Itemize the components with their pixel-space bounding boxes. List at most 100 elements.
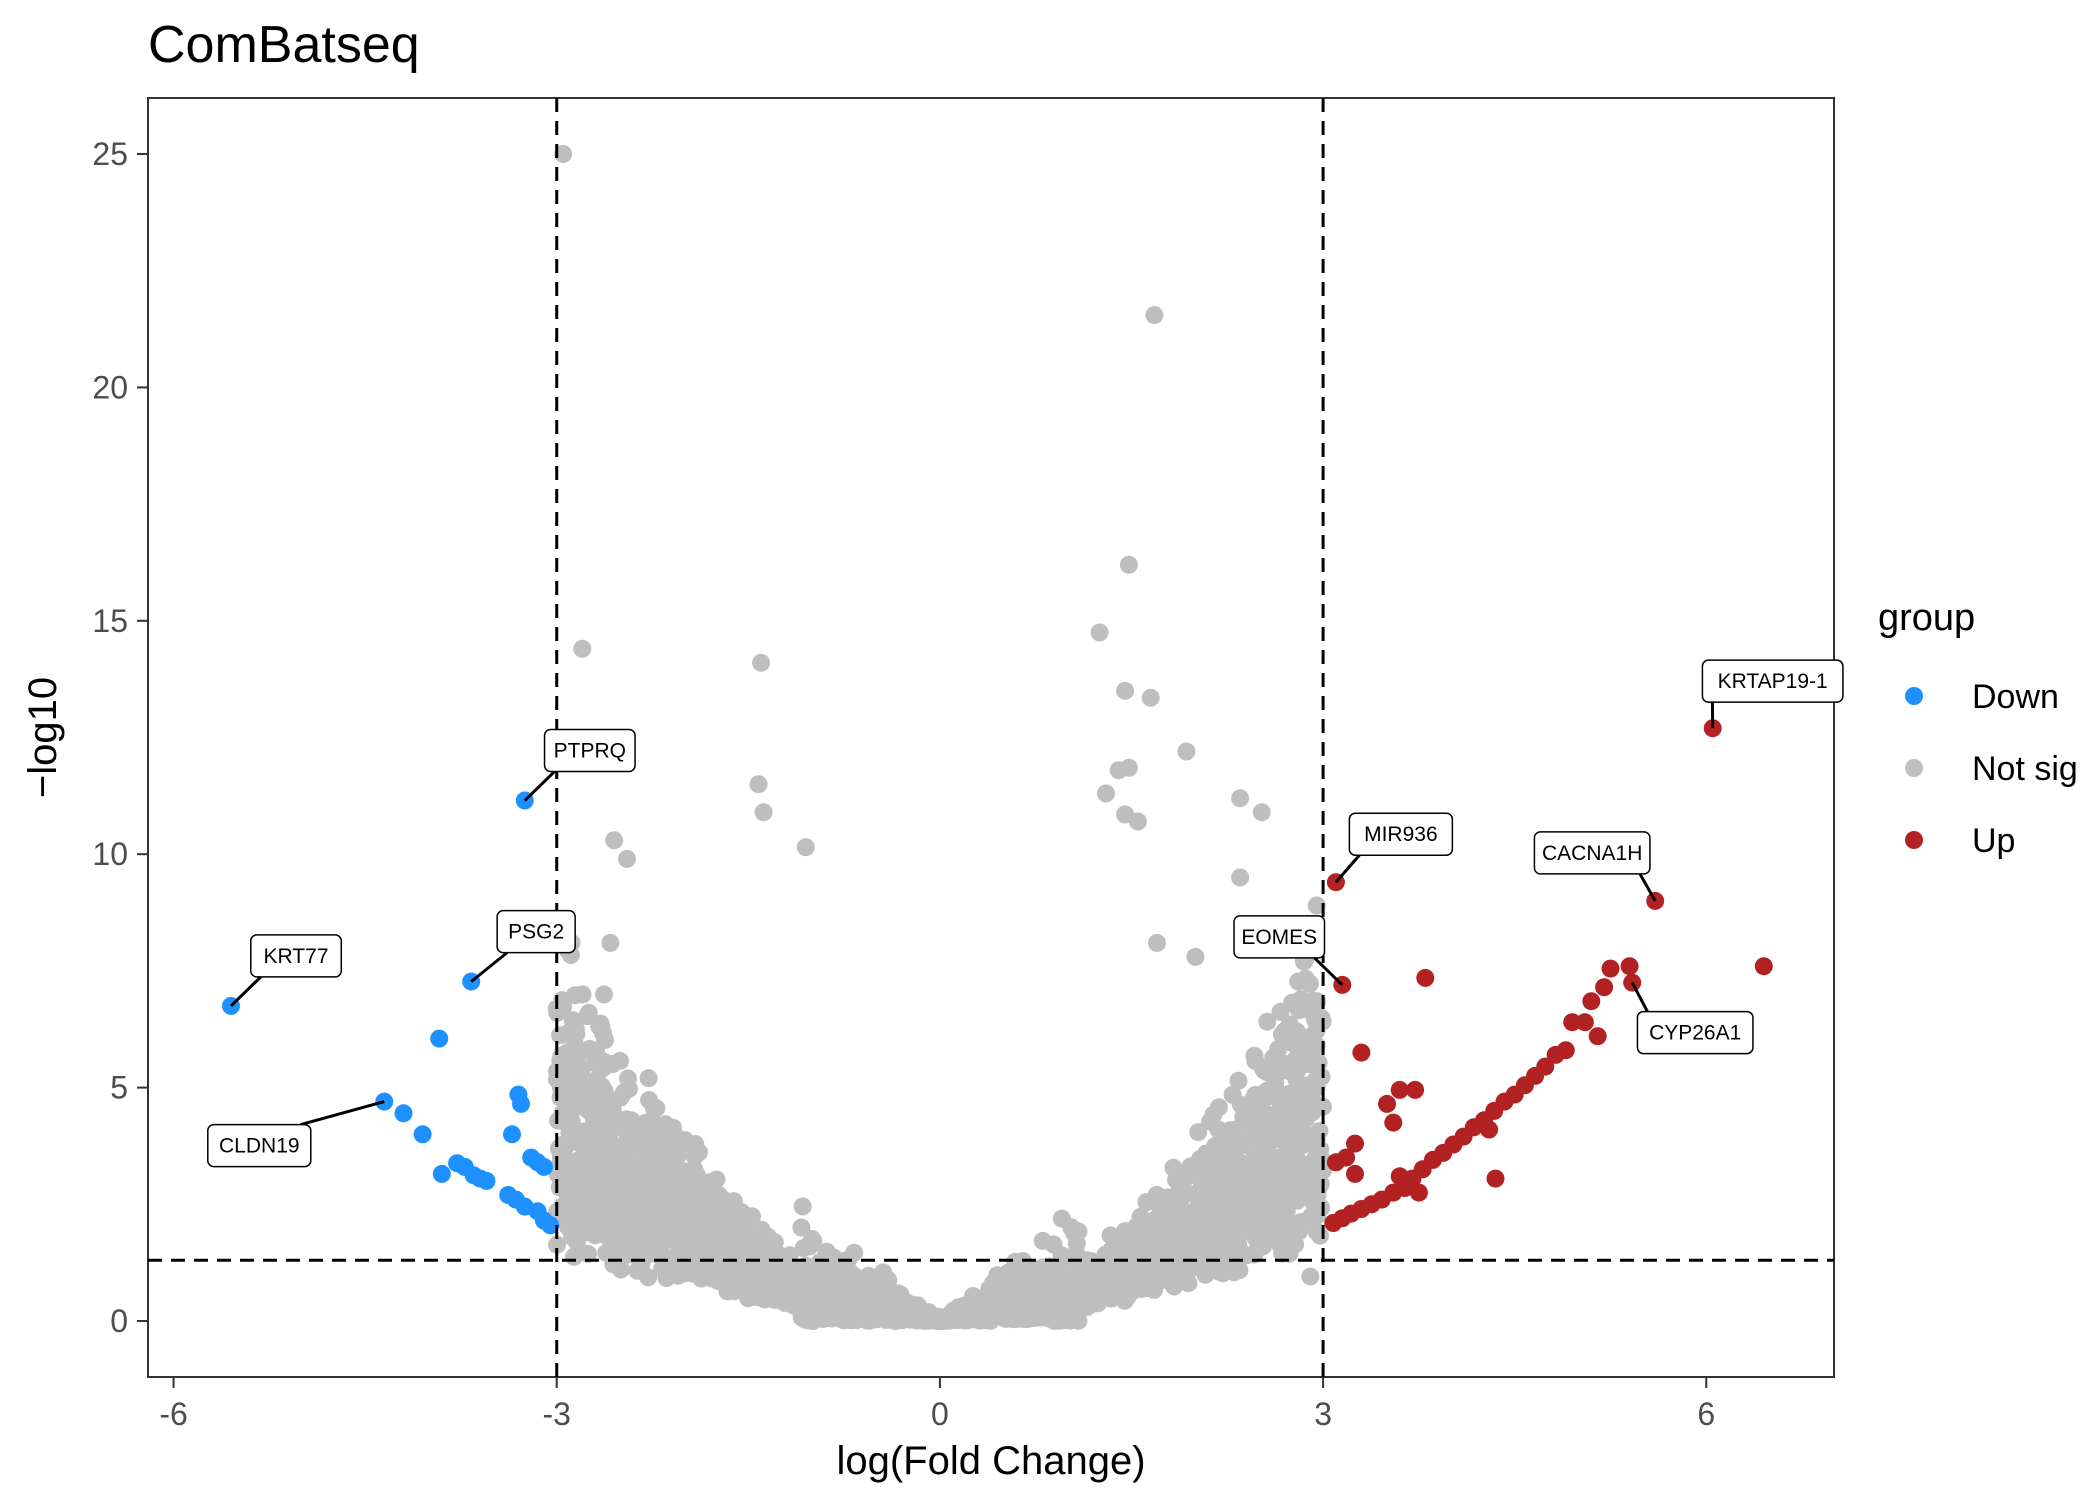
point-not-sig	[608, 1169, 627, 1188]
legend-key-down	[1905, 687, 1923, 705]
gene-label: EOMES	[1241, 926, 1317, 949]
point-not-sig	[685, 1147, 704, 1166]
point-up	[1346, 1164, 1364, 1183]
point-not-sig	[743, 1207, 762, 1226]
point-not-sig	[608, 1229, 627, 1248]
point-not-sig	[664, 1118, 682, 1137]
point-up	[1337, 1148, 1356, 1167]
point-not-sig	[1231, 1176, 1249, 1194]
point-not-sig	[570, 1213, 589, 1232]
gene-label-box	[1533, 831, 1651, 875]
point-not-sig	[1197, 1144, 1215, 1163]
point-not-sig	[975, 1311, 994, 1329]
gene-label-box	[1233, 915, 1326, 959]
legend: group Down Not sig Up	[1878, 597, 2078, 860]
gene-label-box	[207, 1123, 312, 1168]
y-tick-label: 15	[92, 603, 128, 639]
point-not-sig	[1186, 1230, 1205, 1249]
point-not-sig	[579, 1003, 598, 1022]
point-up	[1575, 1013, 1594, 1032]
point-not-sig	[854, 1296, 872, 1315]
point-not-sig	[1261, 1217, 1280, 1236]
gene-labels: PTPRQ KRT77 PSG2 CLDN19 KRTAP19-1 MIR936 CACNA…	[207, 659, 1844, 1168]
point-not-sig	[1119, 555, 1138, 574]
point-not-sig	[1219, 1130, 1238, 1149]
point-not-sig	[1231, 789, 1250, 808]
point-not-sig	[1033, 1281, 1052, 1300]
point-not-sig	[566, 1083, 585, 1102]
point-not-sig	[565, 1247, 583, 1266]
point-not-sig	[1307, 896, 1326, 915]
point-not-sig	[1271, 1237, 1290, 1256]
point-not-sig	[1271, 1002, 1290, 1021]
legend-label-not-sig: Not sig	[1972, 750, 2078, 788]
label-leader-line	[1638, 873, 1657, 902]
point-not-sig	[620, 1079, 638, 1098]
point-not-sig	[1090, 623, 1109, 642]
point-not-sig	[1207, 1162, 1226, 1181]
y-tick-label: 20	[92, 369, 128, 405]
point-not-sig	[683, 1227, 702, 1246]
point-not-sig	[566, 1020, 585, 1039]
point-not-sig	[1165, 1277, 1184, 1296]
point-not-sig	[845, 1243, 864, 1262]
point-not-sig	[838, 1278, 857, 1297]
point-not-sig	[768, 1264, 787, 1283]
point-not-sig	[817, 1242, 836, 1261]
point-not-sig	[1148, 933, 1166, 952]
point-not-sig	[1173, 1178, 1192, 1197]
point-not-sig	[626, 1125, 645, 1144]
point-down	[394, 1104, 413, 1123]
point-not-sig	[1252, 803, 1271, 822]
plot-panel	[147, 97, 1835, 1378]
point-not-sig	[1124, 1281, 1143, 1300]
x-tick-label: 6	[1697, 1396, 1715, 1432]
point-not-sig	[1197, 1255, 1216, 1274]
point-down	[541, 1216, 560, 1235]
point-not-sig	[979, 1294, 998, 1313]
point-not-sig	[1274, 1095, 1293, 1113]
gene-label-box	[1636, 1010, 1754, 1055]
point-down	[503, 1125, 521, 1144]
point-not-sig	[573, 639, 592, 658]
point-not-sig	[964, 1288, 983, 1307]
point-not-sig	[1255, 1061, 1274, 1080]
series-down	[222, 791, 560, 1235]
point-not-sig	[793, 1197, 812, 1216]
point-not-sig	[1293, 1154, 1312, 1173]
point-not-sig	[571, 1152, 590, 1171]
point-not-sig	[641, 1156, 660, 1175]
point-not-sig	[1279, 1061, 1298, 1080]
x-axis-ticks: -6 -3 0 3 6	[159, 1377, 1715, 1432]
label-leader-line	[523, 770, 556, 802]
point-not-sig	[988, 1266, 1007, 1285]
point-not-sig	[627, 1182, 646, 1201]
point-not-sig	[595, 985, 613, 1004]
point-not-sig	[1017, 1268, 1036, 1287]
point-up	[1384, 1113, 1403, 1132]
point-up	[1646, 891, 1665, 910]
point-not-sig	[735, 1273, 753, 1292]
point-up	[1556, 1041, 1575, 1060]
point-not-sig	[804, 1312, 823, 1330]
point-not-sig	[1000, 1308, 1019, 1326]
gene-label-box	[1348, 812, 1454, 856]
point-not-sig	[796, 838, 815, 857]
point-up	[1582, 992, 1601, 1011]
point-not-sig	[1225, 1263, 1244, 1282]
gene-label: PTPRQ	[554, 740, 626, 763]
point-not-sig	[1006, 1252, 1025, 1271]
label-leader-line	[470, 951, 509, 983]
point-not-sig	[642, 1115, 661, 1134]
point-not-sig	[639, 1069, 658, 1088]
point-not-sig	[570, 1134, 589, 1153]
point-not-sig	[556, 1103, 575, 1122]
point-not-sig	[548, 1235, 566, 1254]
point-not-sig	[1189, 1123, 1208, 1142]
point-not-sig	[705, 1258, 724, 1277]
point-not-sig	[821, 1305, 840, 1324]
gene-label-box	[496, 909, 576, 954]
point-down	[477, 1171, 496, 1190]
point-not-sig	[1128, 1248, 1146, 1267]
y-tick-label: 25	[92, 136, 128, 172]
